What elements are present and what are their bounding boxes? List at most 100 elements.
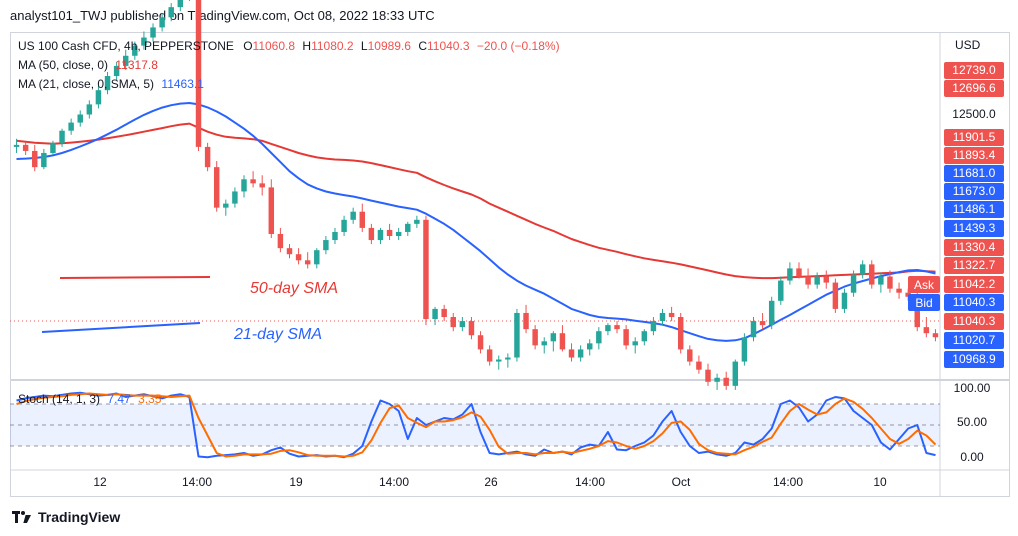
price-tag-box (944, 147, 1004, 164)
candle-body (677, 317, 684, 350)
candle-body (687, 349, 693, 362)
price-tag: 11040.3 (953, 314, 996, 328)
candle-body (386, 229, 393, 237)
candle-body (541, 341, 547, 346)
candle-body (405, 223, 411, 232)
candle-body (887, 276, 893, 289)
candle (850, 270, 857, 297)
candle-body (596, 331, 602, 344)
candle (550, 331, 557, 352)
candle (168, 3, 174, 22)
candle-body (122, 55, 129, 66)
price-tag: 11330.4 (953, 240, 996, 254)
candle-body (414, 219, 420, 224)
candle (150, 23, 156, 42)
candle-body (341, 219, 347, 232)
candle (341, 215, 347, 237)
candle-body (141, 37, 147, 46)
price-tag: 11040.3 (953, 295, 996, 309)
candle (86, 100, 93, 119)
time-axis-tick: 14:00 (379, 475, 409, 489)
candle-body (377, 229, 384, 241)
candle-body (459, 321, 466, 328)
ma50-legend[interactable]: MA (50, close, 0) 11317.8 (18, 58, 158, 72)
candle-body (514, 312, 520, 358)
candle-body (869, 264, 875, 285)
candle-body (814, 276, 820, 285)
candle (586, 339, 593, 356)
candle-body (923, 327, 930, 334)
candle-body (95, 90, 102, 105)
price-tag-box (944, 313, 1004, 330)
candle-body (241, 179, 247, 192)
candle-body (68, 122, 74, 131)
candle-body (641, 331, 648, 342)
price-tag: 11042.2 (953, 277, 996, 291)
price-tag: 11901.5 (953, 130, 996, 144)
time-axis-tick: 14:00 (575, 475, 605, 489)
tradingview-brand: TradingView (38, 509, 121, 525)
tradingview-footer[interactable]: TradingView (12, 509, 120, 525)
candle (723, 371, 729, 390)
stoch-axis-tick: 0.00 (960, 450, 984, 464)
sma21-line (16, 102, 936, 342)
ma21-legend[interactable]: MA (21, close, 0, SMA, 5) 11463.1 (18, 77, 204, 91)
candle-body (632, 341, 638, 346)
candle (250, 171, 256, 188)
time-axis-tick: 14:00 (773, 475, 803, 489)
tradingview-logo-icon (12, 511, 32, 523)
candle (159, 13, 165, 32)
price-tag: 11486.1 (953, 202, 996, 216)
candle (68, 118, 74, 135)
time-axis-tick: 10 (873, 475, 887, 489)
high-value: 11080.2 (311, 39, 354, 53)
candle-body (568, 349, 575, 358)
candle-body (304, 260, 311, 265)
candle (386, 223, 393, 241)
candle (887, 270, 893, 293)
close-value: 11040.3 (427, 39, 470, 53)
stoch-d-value: 3.35 (138, 392, 162, 406)
candle (295, 248, 302, 265)
candle-body (441, 308, 447, 318)
candle (841, 288, 848, 313)
ask-tag-box (908, 276, 940, 293)
candle (814, 272, 820, 289)
candle (523, 304, 529, 334)
candle-body (323, 240, 329, 251)
candle (368, 223, 375, 245)
candle-body (623, 329, 629, 346)
candle-body (850, 274, 857, 293)
symbol-name[interactable]: US 100 Cash CFD, 4h, PEPPERSTONE (18, 39, 234, 53)
candle (541, 337, 547, 354)
stoch-legend[interactable]: Stoch (14, 1, 3) 7.47 3.35 (18, 392, 161, 406)
candle (668, 306, 675, 322)
candle-body (878, 276, 884, 285)
candle-body (668, 312, 675, 318)
stoch-label: Stoch (14, 1, 3) (18, 392, 101, 406)
candle-body (250, 179, 256, 184)
candle-body (150, 27, 156, 38)
candle-body (59, 130, 65, 143)
candle-body (450, 317, 456, 328)
price-tag-box (944, 201, 1004, 218)
price-tag-box (944, 220, 1004, 237)
change-value: −20.0 (−0.18%) (476, 39, 560, 53)
candle-body (559, 333, 566, 350)
candle-body (423, 219, 429, 320)
candle-body (232, 191, 238, 204)
price-tag-box (944, 332, 1004, 349)
candle (859, 260, 866, 279)
low-value: 10989.6 (367, 39, 411, 53)
candle-body (505, 357, 511, 360)
candle (496, 355, 502, 370)
price-tag: 10968.9 (952, 352, 996, 366)
time-axis-tick: 12 (93, 475, 107, 489)
candle (741, 333, 748, 366)
candle (796, 262, 802, 279)
price-tag-box (944, 294, 1004, 311)
candle-body (314, 250, 320, 265)
candle (332, 227, 338, 245)
price-tag: 11439.3 (953, 221, 996, 235)
sma21-annotation: 21-day SMA (233, 326, 322, 343)
